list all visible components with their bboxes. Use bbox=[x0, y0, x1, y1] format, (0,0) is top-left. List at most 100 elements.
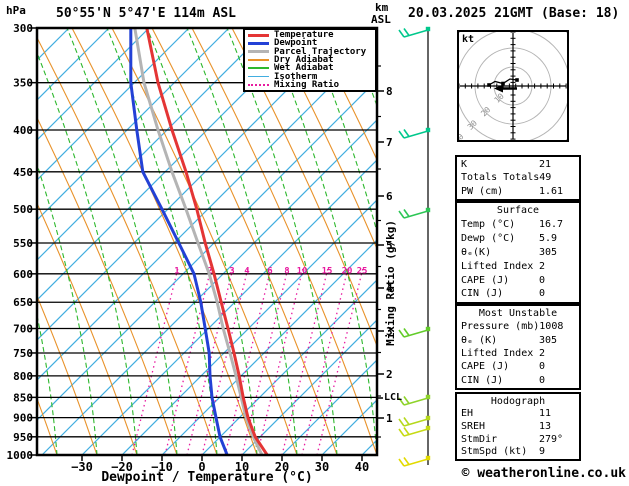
mixing-ratio-axis-label: Mixing Ratio (g/kg) bbox=[384, 220, 397, 346]
pressure-tick-label: 450 bbox=[13, 166, 33, 179]
isotherm-line bbox=[37, 28, 230, 221]
indices-table: K 21 Totals Totals 49 PW (cm) 1.61 bbox=[455, 155, 581, 201]
legend-line-sample bbox=[248, 67, 269, 70]
table-row-label: PW (cm) bbox=[461, 185, 504, 197]
pressure-tick-label: 950 bbox=[13, 431, 33, 444]
legend-item: Dewpoint bbox=[245, 38, 375, 49]
wind-barb bbox=[398, 425, 431, 437]
table-row-label: Pressure (mb) bbox=[461, 321, 540, 333]
pressure-tick-label: 800 bbox=[13, 370, 33, 383]
mixing-ratio-value-label: 6 bbox=[267, 267, 272, 277]
mixing-ratio-value-label: 8 bbox=[284, 267, 289, 277]
table-row: StmSpd (kt) 9 bbox=[457, 446, 579, 457]
dry-adiabat-line bbox=[37, 202, 138, 455]
dry-adiabat-line bbox=[191, 28, 377, 455]
isotherm-line bbox=[281, 359, 377, 455]
isotherm-line bbox=[161, 239, 377, 455]
table-row-value: 2 bbox=[539, 348, 546, 360]
datetime-label: 20.03.2025 21GMT (Base: 18) bbox=[408, 6, 620, 21]
legend-line-sample bbox=[248, 33, 269, 37]
mixing-ratio-value-label: 20 bbox=[342, 267, 353, 277]
dry-adiabat-line bbox=[71, 28, 258, 455]
dry-adiabat-line bbox=[111, 28, 298, 455]
pressure-unit-label: hPa bbox=[6, 4, 26, 17]
legend-line-sample bbox=[248, 59, 269, 61]
km-tick-label: 5 bbox=[386, 239, 393, 252]
legend-item: Parcel Trajectory bbox=[245, 46, 375, 57]
table-row: Totals Totals 49 bbox=[457, 172, 579, 183]
table-row: Pressure (mb) 1008 bbox=[457, 321, 579, 332]
dry-adiabat-line bbox=[37, 116, 178, 455]
isotherm-line bbox=[37, 79, 377, 421]
table-row-label: Lifted Index bbox=[461, 260, 534, 272]
km-tick-label: 1 bbox=[386, 412, 393, 425]
isotherm-line bbox=[37, 28, 270, 261]
table-row-label: EH bbox=[461, 408, 474, 420]
table-row: θₑ(K) 305 bbox=[457, 247, 579, 258]
plot-border bbox=[35, 26, 379, 457]
table-row-value: 305 bbox=[539, 246, 558, 258]
dry-adiabat-line bbox=[592, 28, 629, 455]
wind-barb bbox=[398, 326, 431, 338]
dry-adiabat-line bbox=[37, 36, 218, 455]
wind-barb-column bbox=[398, 26, 431, 467]
hodograph-ring-label: 40 bbox=[452, 132, 465, 145]
axis-labels: 3003504004505005506006507007508008509009… bbox=[7, 22, 394, 474]
most-unstable-table: Most Unstable Pressure (mb) 1008 θₑ (K) 305 L… bbox=[455, 304, 581, 390]
mixing-ratio-value-label: 10 bbox=[297, 267, 308, 277]
table-row-value: 305 bbox=[539, 334, 558, 346]
station-title: 50°55'N 5°47'E 114m ASL bbox=[56, 6, 237, 21]
legend-item: Dry Adiabat bbox=[245, 55, 375, 64]
legend-label: Isotherm bbox=[274, 71, 318, 82]
table-row-label: Dewp (°C) bbox=[461, 233, 516, 245]
table-row-value: 11 bbox=[539, 408, 552, 420]
pressure-tick-label: 750 bbox=[13, 347, 33, 360]
temperature-tick-label: 30 bbox=[315, 460, 329, 474]
table-title: Surface bbox=[496, 205, 540, 217]
pressure-tick-label: 1000 bbox=[7, 449, 34, 462]
table-row: Dewp (°C) 5.9 bbox=[457, 233, 579, 244]
isotherm-line bbox=[201, 279, 377, 455]
table-row-value: 2 bbox=[539, 260, 546, 272]
km-axis-unit: km bbox=[375, 1, 389, 14]
wind-barb bbox=[398, 127, 431, 139]
hodograph-unit-label: kt bbox=[462, 34, 475, 45]
legend-item: Mixing Ratio bbox=[245, 80, 375, 89]
pressure-tick-label: 650 bbox=[13, 296, 33, 309]
table-row-label: StmDir bbox=[461, 433, 498, 445]
table-row: StmDir 279° bbox=[457, 434, 579, 445]
table-row: θₑ (K) 305 bbox=[457, 335, 579, 346]
table-row-label: CIN (J) bbox=[461, 374, 504, 386]
table-row-value: 9 bbox=[539, 446, 546, 458]
table-row-label: CAPE (J) bbox=[461, 361, 510, 373]
pressure-tick-label: 700 bbox=[13, 323, 33, 336]
pressure-tick-label: 600 bbox=[13, 268, 33, 281]
parcel-curve bbox=[133, 28, 264, 455]
pressure-tick-label: 400 bbox=[13, 124, 33, 137]
legend-item: Temperature bbox=[245, 30, 375, 41]
legend-label: Parcel Trajectory bbox=[274, 46, 367, 57]
isotherm-line bbox=[41, 119, 377, 455]
km-tick-label: 8 bbox=[386, 85, 393, 98]
wind-barb bbox=[398, 455, 431, 467]
isotherm-line bbox=[37, 28, 70, 61]
legend-label: Dewpoint bbox=[274, 38, 318, 49]
table-row-label: Totals Totals bbox=[461, 172, 540, 184]
mixing-ratio-line bbox=[316, 265, 365, 455]
pressure-tick-label: 900 bbox=[13, 412, 33, 425]
wind-barb bbox=[398, 207, 431, 219]
table-title: Most Unstable bbox=[478, 308, 558, 320]
wind-barb bbox=[398, 26, 431, 38]
isotherm-line bbox=[37, 28, 350, 341]
temperature-curve bbox=[145, 28, 269, 455]
table-row-value: 0 bbox=[539, 274, 546, 286]
temperature-tick-label: 0 bbox=[198, 460, 205, 474]
temperature-tick-label: 40 bbox=[355, 460, 369, 474]
table-row-label: StmSpd (kt) bbox=[461, 446, 528, 458]
legend-line-sample bbox=[248, 75, 269, 78]
wind-barb bbox=[398, 415, 431, 427]
table-row: K 21 bbox=[457, 159, 579, 170]
legend-label: Temperature bbox=[274, 30, 334, 41]
